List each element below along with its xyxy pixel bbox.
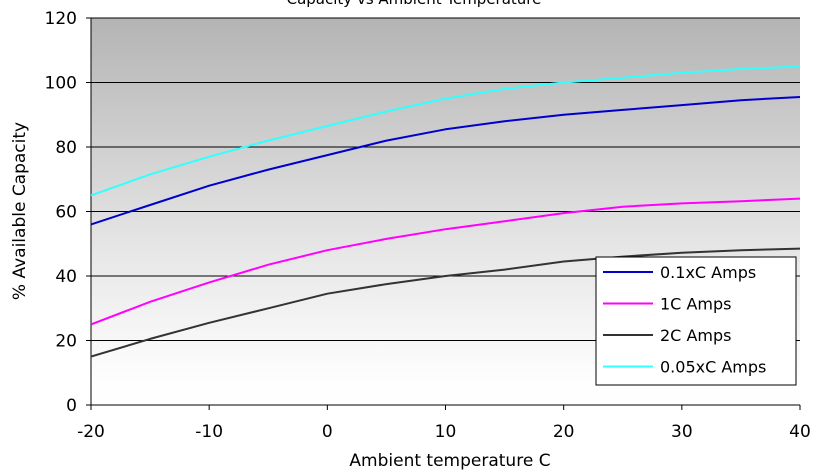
legend-box bbox=[595, 256, 797, 386]
series-lines bbox=[90, 65, 801, 358]
legend-items: 0.1xC Amps 1C Amps 2C Amps 0.05xC Amps bbox=[603, 263, 766, 377]
chart-title: Capacity vs Ambient Temperature bbox=[287, 0, 542, 8]
series-line-1 bbox=[90, 197, 801, 326]
legend-label-1: 1C Amps bbox=[660, 295, 731, 314]
legend-label-0: 0.1xC Amps bbox=[660, 263, 756, 282]
legend-label-3: 0.05xC Amps bbox=[660, 358, 766, 377]
x-tick-label-1: -10 bbox=[195, 422, 223, 442]
x-tick-label-3: 10 bbox=[435, 422, 457, 442]
y-tick-label-1: 20 bbox=[55, 332, 77, 352]
y-tick-label-6: 120 bbox=[45, 9, 77, 29]
x-tick-label-4: 20 bbox=[553, 422, 575, 442]
axis-ticks: 0 20 40 60 80 100 120 -20 -10 0 10 20 30 40 bbox=[45, 9, 811, 442]
x-tick-label-5: 30 bbox=[671, 422, 693, 442]
x-tick-label-2: 0 bbox=[322, 422, 333, 442]
x-tick-label-6: 40 bbox=[789, 422, 811, 442]
series-line-0 bbox=[90, 96, 801, 226]
legend: 0.1xC Amps 1C Amps 2C Amps 0.05xC Amps bbox=[595, 256, 797, 386]
y-tick-label-5: 100 bbox=[45, 74, 77, 94]
series-line-2 bbox=[90, 247, 801, 358]
y-tick-label-3: 60 bbox=[55, 203, 77, 223]
y-tick-label-2: 40 bbox=[55, 267, 77, 287]
y-axis-title: % Available Capacity bbox=[10, 122, 30, 300]
series-line-3 bbox=[90, 65, 801, 197]
legend-label-2: 2C Amps bbox=[660, 326, 731, 345]
x-axis-title: Ambient temperature C bbox=[349, 451, 550, 471]
y-tick-label-4: 80 bbox=[55, 138, 77, 158]
y-tick-label-0: 0 bbox=[66, 396, 77, 416]
x-tick-label-0: -20 bbox=[77, 422, 105, 442]
